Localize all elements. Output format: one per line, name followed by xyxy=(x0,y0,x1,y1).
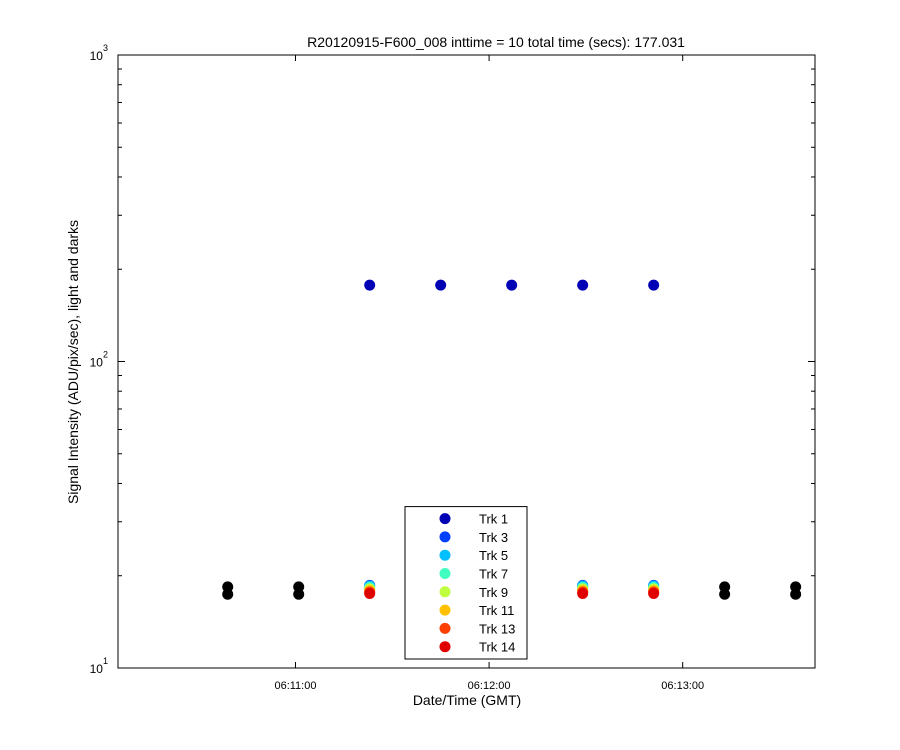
point xyxy=(293,588,305,600)
legend-marker xyxy=(439,531,451,543)
y-tick-exponent: 2 xyxy=(103,350,108,360)
point xyxy=(577,279,589,291)
y-axis-label: Signal Intensity (ADU/pix/sec), light an… xyxy=(65,220,81,504)
legend-label: Trk 13 xyxy=(479,621,515,636)
point xyxy=(648,279,660,291)
y-tick-base: 10 xyxy=(90,49,104,63)
legend-label: Trk 1 xyxy=(479,512,508,527)
point xyxy=(506,279,518,291)
point xyxy=(222,588,234,600)
legend-label: Trk 3 xyxy=(479,530,508,545)
y-tick-label: 102 xyxy=(90,350,108,370)
point xyxy=(364,279,376,291)
legend-label: Trk 5 xyxy=(479,548,508,563)
legend-label: Trk 7 xyxy=(479,567,508,582)
legend-marker xyxy=(439,549,451,561)
point xyxy=(719,588,731,600)
y-tick-base: 10 xyxy=(90,356,104,370)
point xyxy=(435,279,447,291)
x-axis-label: Date/Time (GMT) xyxy=(413,692,521,708)
point xyxy=(648,588,660,600)
legend-marker xyxy=(439,586,451,598)
x-tick-label: 06:13:00 xyxy=(661,680,704,692)
x-tick-label: 06:11:00 xyxy=(274,680,316,692)
legend-marker xyxy=(439,513,451,525)
point xyxy=(790,588,802,600)
x-tick-label: 06:12:00 xyxy=(468,680,511,692)
legend-marker xyxy=(439,641,451,653)
y-tick-label: 103 xyxy=(90,43,108,63)
legend-box xyxy=(404,506,528,660)
y-tick-exponent: 3 xyxy=(103,43,108,53)
y-tick-base: 10 xyxy=(90,662,104,676)
legend-label: Trk 9 xyxy=(479,585,508,600)
legend-marker xyxy=(439,622,451,634)
legend-marker xyxy=(439,604,451,616)
chart-title: R20120915-F600_008 inttime = 10 total ti… xyxy=(307,34,685,50)
legend-label: Trk 11 xyxy=(479,603,514,618)
y-tick-label: 101 xyxy=(90,656,108,676)
point xyxy=(364,588,376,600)
legend-label: Trk 14 xyxy=(479,640,515,655)
legend-marker xyxy=(439,568,451,579)
y-tick-exponent: 1 xyxy=(103,656,108,666)
point xyxy=(577,588,589,600)
